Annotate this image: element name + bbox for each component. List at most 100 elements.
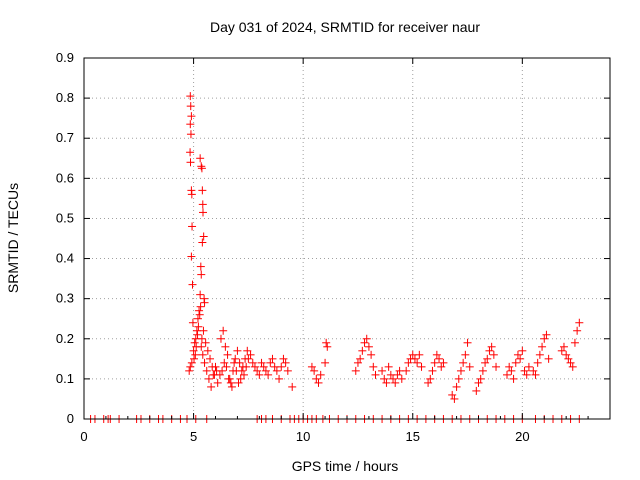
data-point [397, 374, 406, 383]
data-point [524, 362, 533, 371]
data-point [380, 374, 389, 383]
data-point [233, 346, 242, 355]
data-point [472, 386, 481, 395]
data-point [186, 102, 195, 111]
data-point [369, 362, 378, 371]
data-point [459, 358, 468, 367]
data-point [389, 374, 398, 383]
data-point [197, 164, 206, 173]
data-point [194, 322, 203, 331]
data-point [226, 378, 235, 387]
data-point [448, 390, 457, 399]
data-point [362, 334, 371, 343]
data-point [566, 358, 575, 367]
data-point [192, 342, 201, 351]
data-point [483, 354, 492, 363]
data-point [393, 370, 402, 379]
data-point [415, 350, 424, 359]
data-point [544, 354, 553, 363]
y-tick-label: 0.6 [56, 170, 74, 185]
data-point [570, 338, 579, 347]
data-point [535, 350, 544, 359]
data-point [216, 334, 225, 343]
data-point [188, 222, 197, 231]
data-point [195, 306, 204, 315]
data-point [189, 346, 198, 355]
data-point [450, 394, 459, 403]
data-point [227, 382, 236, 391]
x-tick-label: 5 [190, 429, 197, 444]
y-tick-label: 0.8 [56, 90, 74, 105]
data-point [206, 354, 215, 363]
data-point [522, 370, 531, 379]
x-axis: 0 5 10 15 20 [80, 58, 589, 444]
data-point [202, 366, 211, 375]
data-point [481, 358, 490, 367]
data-point [200, 358, 209, 367]
data-point [384, 362, 393, 371]
data-point [197, 270, 206, 279]
data-point [187, 252, 196, 261]
data-point [516, 354, 525, 363]
data-point [456, 366, 465, 375]
data-point [435, 354, 444, 363]
data-point [185, 366, 194, 375]
data-point [410, 354, 419, 363]
data-point [476, 374, 485, 383]
data-point [314, 378, 323, 387]
data-point [191, 350, 200, 359]
data-point [261, 366, 270, 375]
data-point [199, 326, 208, 335]
data-point [321, 358, 330, 367]
plot-frame [83, 57, 611, 420]
y-axis: 0 0.1 0.2 0.3 0.4 0.5 0.6 0.7 0.8 0.9 [56, 50, 610, 426]
y-tick-label: 0.2 [56, 331, 74, 346]
data-point [533, 358, 542, 367]
data-point [485, 346, 494, 355]
data-point [196, 154, 205, 163]
y-tick-label: 0.7 [56, 130, 74, 145]
x-axis-label: GPS time / hours [292, 458, 399, 474]
data-point [186, 362, 195, 371]
data-point [487, 342, 496, 351]
data-point [529, 366, 538, 375]
data-point [518, 346, 527, 355]
data-point [230, 358, 239, 367]
y-tick-label: 0.4 [56, 251, 74, 266]
data-point [437, 362, 446, 371]
data-point [241, 354, 250, 363]
data-point [232, 366, 241, 375]
data-point [196, 262, 205, 271]
data-point [272, 366, 281, 375]
data-point [253, 366, 262, 375]
data-point [188, 280, 197, 289]
data-point [463, 338, 472, 347]
data-point [391, 378, 400, 387]
x-tick-label: 0 [80, 429, 87, 444]
data-point [417, 362, 426, 371]
data-point [198, 350, 207, 359]
data-point [186, 158, 195, 167]
x-tick-label: 20 [515, 429, 529, 444]
data-point [197, 162, 206, 171]
data-point [513, 350, 522, 359]
data-point [199, 232, 208, 241]
data-point [454, 374, 463, 383]
data-point [461, 350, 470, 359]
data-point [207, 382, 216, 391]
data-point [239, 370, 248, 379]
data-point [199, 208, 208, 217]
data-point [188, 318, 197, 327]
data-point [236, 374, 245, 383]
data-point [356, 354, 365, 363]
data-point [221, 342, 230, 351]
data-point [208, 362, 217, 371]
grid-lines [84, 58, 610, 419]
data-point [204, 374, 213, 383]
data-point [505, 362, 514, 371]
data-point [312, 374, 321, 383]
data-point [424, 378, 433, 387]
x-tick-label: 10 [296, 429, 310, 444]
data-point [322, 338, 331, 347]
data-point [426, 374, 435, 383]
